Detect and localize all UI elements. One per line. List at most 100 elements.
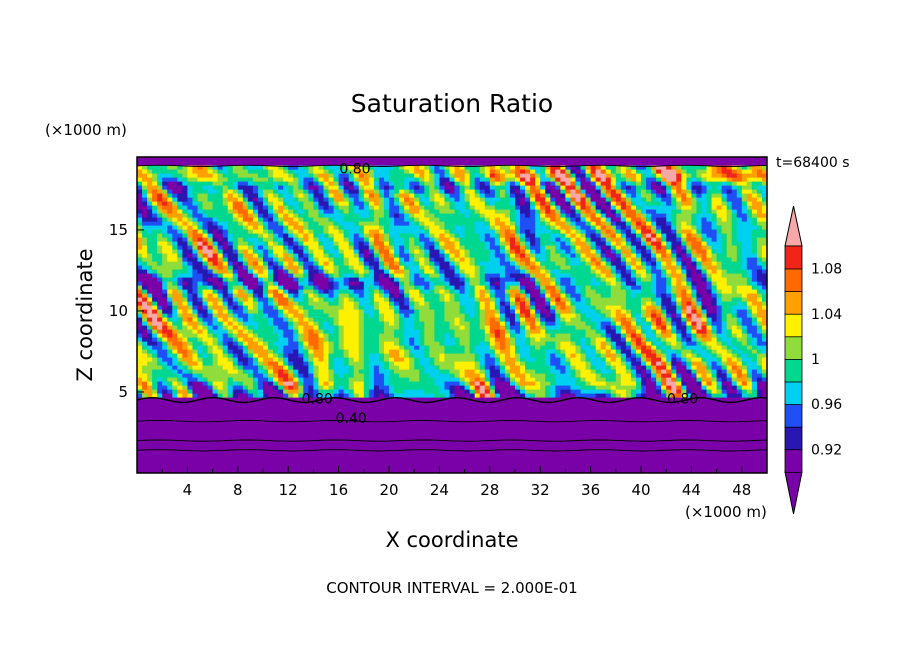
field-cell	[358, 345, 365, 350]
field-cell	[444, 373, 451, 378]
field-cell	[338, 429, 345, 434]
field-cell	[288, 317, 294, 322]
field-cell	[313, 437, 320, 442]
field-cell	[358, 429, 365, 434]
field-cell	[323, 381, 330, 386]
field-cell	[499, 445, 506, 450]
field-cell	[630, 437, 637, 442]
field-cell	[283, 465, 289, 470]
field-cell	[394, 449, 400, 454]
field-cell	[736, 329, 743, 334]
field-cell	[429, 465, 435, 470]
field-cell	[444, 457, 451, 462]
field-cell	[656, 365, 662, 370]
field-cell	[459, 437, 466, 442]
field-cell	[373, 353, 380, 358]
field-cell	[751, 397, 758, 402]
field-cell	[671, 433, 677, 438]
field-cell	[207, 449, 214, 454]
field-cell	[157, 465, 163, 470]
field-cell	[646, 329, 652, 334]
field-cell	[383, 353, 390, 358]
field-cell	[157, 437, 163, 442]
field-cell	[192, 413, 199, 418]
field-cell	[263, 345, 269, 350]
field-cell	[434, 341, 440, 346]
field-cell	[756, 329, 763, 334]
field-cell	[696, 409, 703, 414]
field-cell	[182, 421, 188, 426]
field-cell	[630, 469, 637, 473]
field-cell	[242, 365, 249, 370]
field-cell	[454, 357, 461, 362]
field-cell	[257, 425, 264, 430]
field-cell	[509, 425, 516, 430]
field-cell	[303, 457, 309, 462]
field-cell	[182, 369, 188, 374]
field-cell	[373, 317, 380, 322]
field-cell	[706, 345, 713, 350]
field-cell	[756, 445, 763, 450]
field-cell	[192, 329, 199, 334]
field-cell	[187, 345, 194, 350]
field-cell	[746, 413, 753, 418]
field-cell	[303, 365, 309, 370]
field-cell	[378, 377, 385, 382]
field-cell	[499, 385, 506, 390]
field-cell	[646, 349, 652, 354]
field-cell	[429, 441, 435, 446]
field-cell	[676, 313, 682, 318]
field-cell	[761, 461, 767, 466]
field-cell	[686, 345, 692, 350]
field-cell	[207, 389, 214, 394]
field-cell	[192, 369, 199, 374]
field-cell	[449, 313, 456, 318]
field-cell	[459, 433, 466, 438]
field-cell	[464, 365, 471, 370]
field-cell	[444, 461, 451, 466]
field-cell	[530, 337, 536, 342]
field-cell	[283, 365, 289, 370]
field-cell	[429, 461, 435, 466]
field-cell	[499, 333, 506, 338]
field-cell	[273, 401, 279, 406]
field-cell	[434, 333, 440, 338]
field-cell	[550, 317, 556, 322]
field-cell	[605, 357, 612, 362]
field-cell	[736, 425, 743, 430]
field-cell	[676, 465, 682, 470]
field-cell	[575, 445, 582, 450]
field-cell	[751, 461, 758, 466]
field-cell	[671, 365, 677, 370]
field-cell	[343, 465, 350, 470]
field-cell	[409, 373, 415, 378]
field-cell	[288, 361, 294, 366]
field-cell	[656, 373, 662, 378]
field-cell	[751, 345, 758, 350]
field-cell	[560, 433, 566, 438]
field-cell	[368, 349, 375, 354]
field-cell	[157, 433, 163, 438]
field-cell	[278, 433, 284, 438]
field-cell	[615, 393, 622, 398]
field-cell	[736, 341, 743, 346]
field-cell	[217, 401, 224, 406]
field-cell	[368, 405, 375, 410]
field-cell	[293, 345, 299, 350]
field-cell	[268, 457, 274, 462]
field-cell	[424, 317, 430, 322]
field-cell	[625, 413, 632, 418]
field-cell	[363, 377, 370, 382]
field-cell	[252, 313, 259, 318]
field-cell	[247, 409, 254, 414]
field-cell	[736, 369, 743, 374]
field-cell	[363, 389, 370, 394]
field-cell	[625, 437, 632, 442]
field-cell	[630, 457, 637, 462]
field-cell	[308, 385, 314, 390]
field-cell	[383, 337, 390, 342]
field-cell	[625, 461, 632, 466]
field-cell	[646, 437, 652, 442]
field-cell	[726, 441, 733, 446]
field-cell	[686, 393, 692, 398]
